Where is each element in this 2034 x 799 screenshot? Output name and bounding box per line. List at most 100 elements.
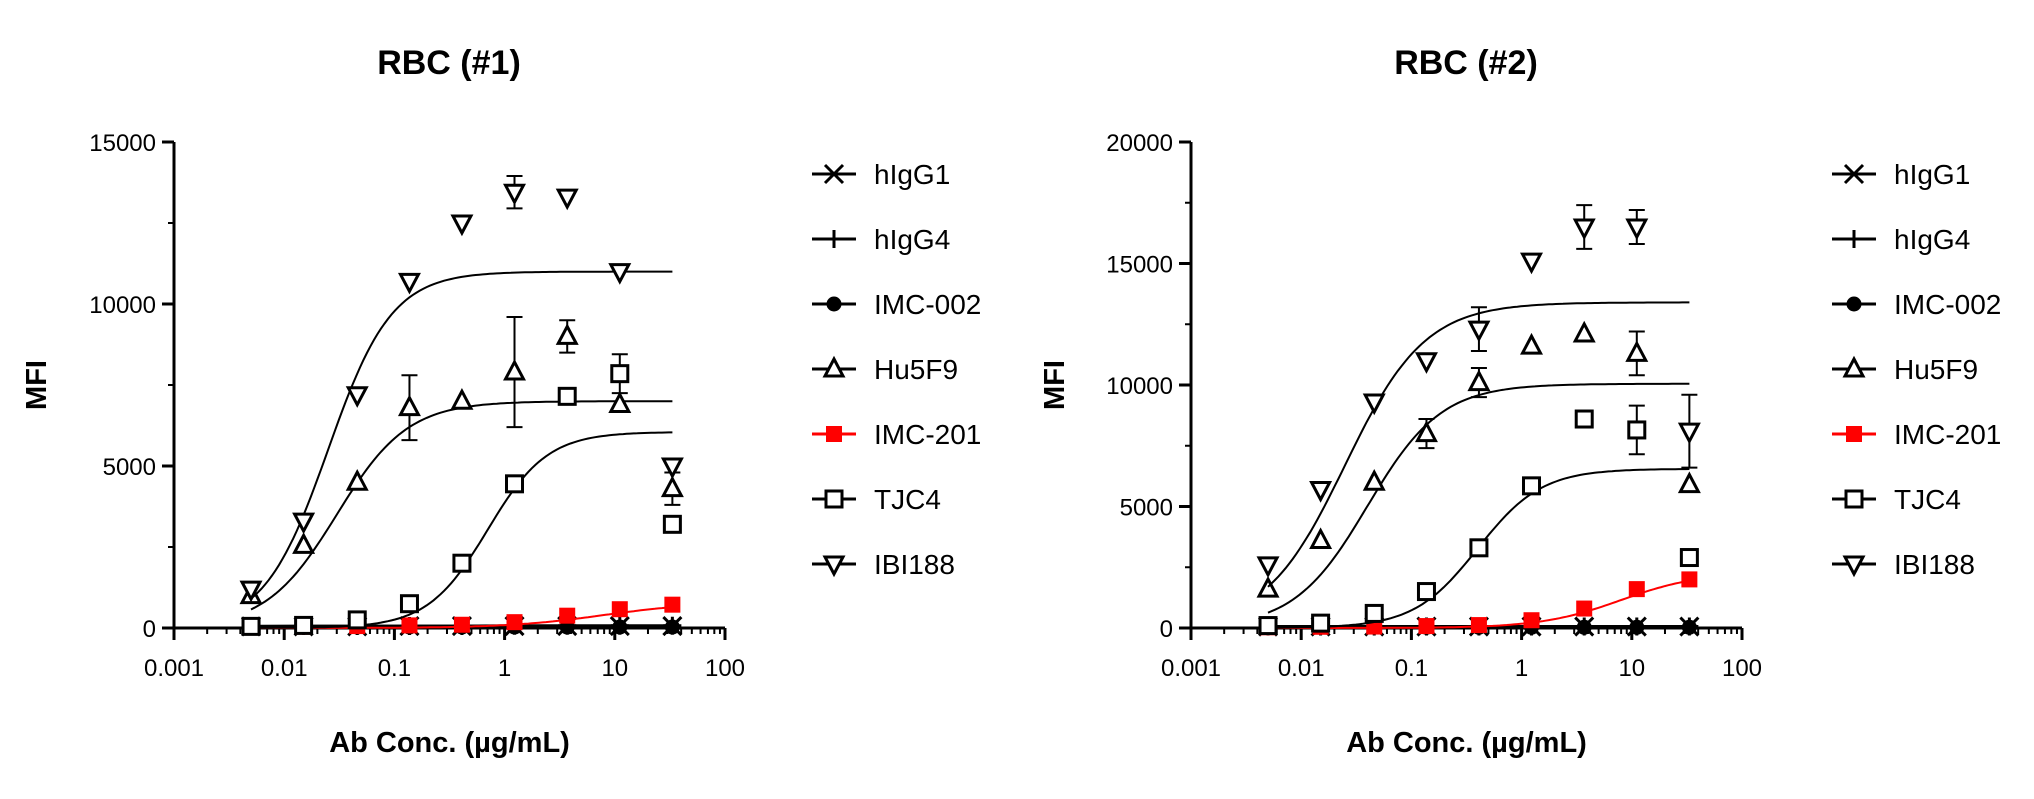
data-point: [506, 614, 523, 631]
legend-marker: [1842, 555, 1866, 578]
x-tick-label: 10: [601, 655, 628, 682]
data-point: [503, 358, 526, 381]
x-axis-title: Ab Conc. (µg/mL): [329, 727, 570, 759]
data-point: [452, 553, 472, 573]
data-point: [660, 475, 684, 498]
legend-marker: [1846, 426, 1862, 442]
data-point: [450, 214, 474, 237]
data-point: [1523, 612, 1540, 629]
data-point: [1469, 538, 1489, 558]
data-point: [1572, 320, 1596, 343]
data-point: [1416, 582, 1436, 602]
data-point: [347, 610, 367, 630]
legend-marker: [825, 230, 843, 248]
legend-item-tjc4: TJC4: [1832, 484, 1961, 515]
data-point: [399, 594, 419, 614]
data-point: [401, 617, 418, 634]
y-tick-label: 20000: [1106, 130, 1173, 157]
legend-label: IMC-201: [1894, 419, 2001, 450]
chart-title: RBC (#1): [377, 44, 521, 82]
legend-item-imc-201: IMC-201: [812, 419, 981, 450]
data-point: [1679, 548, 1699, 568]
legend-marker: [822, 355, 846, 378]
data-point: [1258, 616, 1278, 636]
data-point: [1467, 320, 1491, 343]
data-point: [294, 615, 314, 635]
y-axis-title: MFI: [21, 360, 53, 410]
data-point: [1364, 603, 1384, 623]
series-ibi188: [1256, 204, 1701, 588]
legend-label: hIgG4: [874, 224, 950, 255]
data-point: [397, 272, 421, 295]
legend-label: hIgG1: [1894, 159, 1970, 190]
legend-item-imc-002: IMC-002: [1832, 289, 2001, 320]
chart-panel-rbc-1: RBC (#1) 0.001 0.01 0.1 1 10 100 0 5000 10000 1500…: [21, 44, 981, 759]
data-point: [1576, 600, 1593, 617]
y-tick-label: 10000: [89, 292, 156, 319]
legend-marker: [1842, 355, 1866, 378]
legend-label: hIgG1: [874, 159, 950, 190]
fit-curve: [250, 400, 673, 611]
x-tick-label: 100: [1722, 655, 1762, 682]
data-point: [1362, 393, 1386, 416]
data-point: [1625, 340, 1649, 362]
data-point: [1629, 619, 1645, 635]
legend-label: hIgG4: [1894, 224, 1970, 255]
legend-marker: [826, 296, 842, 312]
data-point: [241, 616, 261, 636]
legend-marker: [1843, 163, 1865, 185]
data-point: [1520, 332, 1544, 355]
data-point: [664, 619, 680, 635]
y-axis-title: MFI: [1039, 360, 1071, 410]
data-point: [1414, 352, 1438, 374]
chart-title: RBC (#2): [1394, 44, 1538, 82]
legend-label: IBI188: [874, 549, 955, 580]
legend-item-higg1: hIgG1: [1832, 159, 1970, 190]
data-point: [1572, 218, 1596, 241]
x-tick-label: 0.1: [378, 655, 411, 682]
data-point: [397, 394, 421, 417]
fit-curve: [1267, 382, 1690, 614]
y-tick-label: 15000: [1106, 252, 1173, 279]
data-point: [1418, 618, 1435, 635]
data-point: [505, 474, 525, 494]
legend-marker: [1845, 230, 1863, 248]
data-point: [1520, 252, 1544, 275]
legend-label: IMC-002: [1894, 289, 2001, 320]
data-point: [555, 188, 579, 211]
legend-item-ibi188: IBI188: [1832, 549, 1975, 580]
data-point: [1414, 420, 1438, 443]
data-point: [662, 514, 682, 534]
legend-item-higg4: hIgG4: [1832, 224, 1970, 255]
legend-marker: [823, 163, 845, 185]
data-point: [1681, 619, 1697, 635]
data-point: [1470, 617, 1487, 634]
data-point: [1628, 581, 1645, 598]
fit-curve: [250, 270, 673, 600]
legend-item-hu5f9: Hu5F9: [1832, 354, 1978, 385]
data-point: [503, 183, 526, 206]
legend-marker: [826, 426, 842, 442]
data-point: [1256, 556, 1280, 579]
data-point: [1467, 369, 1491, 392]
x-axis-title: Ab Conc. (µg/mL): [1346, 727, 1587, 759]
y-tick-label: 0: [143, 616, 156, 643]
y-tick-label: 5000: [103, 454, 156, 481]
y-tick-label: 10000: [1106, 373, 1173, 400]
legend-label: TJC4: [1894, 484, 1961, 515]
data-point: [611, 601, 628, 618]
x-tick-label: 10: [1618, 655, 1645, 682]
data-point: [345, 468, 369, 491]
legend-item-hu5f9: Hu5F9: [812, 354, 958, 385]
data-point: [664, 596, 681, 613]
data-point: [555, 323, 579, 345]
data-point: [450, 387, 474, 410]
data-point: [610, 364, 630, 384]
data-point: [1574, 409, 1594, 429]
data-point: [453, 616, 470, 633]
x-tick-label: 1: [1515, 655, 1528, 682]
legend-marker: [1846, 296, 1862, 312]
series-ibi188: [239, 175, 684, 603]
data-point: [660, 457, 684, 480]
